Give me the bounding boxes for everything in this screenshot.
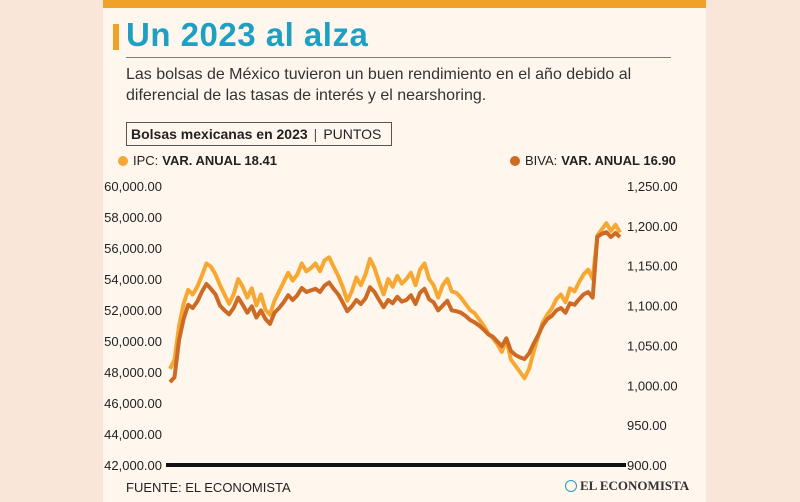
y-left-tick-label: 46,000.00 — [104, 396, 162, 411]
accent-top-bar — [103, 0, 706, 8]
series-line-ipc — [168, 221, 622, 381]
y-left-tick-label: 50,000.00 — [104, 334, 162, 349]
y-left-tick-label: 42,000.00 — [104, 458, 162, 473]
chart-label-name: Bolsas mexicanas en 2023 — [131, 126, 308, 142]
chart-label-unit: PUNTOS — [323, 126, 382, 142]
y-left-tick-label: 56,000.00 — [104, 241, 162, 256]
title-accent-bar — [113, 24, 119, 50]
el-economista-logo: EL ECONOMISTA — [565, 478, 689, 494]
infographic-card — [103, 0, 706, 502]
y-left-tick-label: 48,000.00 — [104, 365, 162, 380]
page-title: Un 2023 al alza — [126, 16, 369, 53]
subtitle: Las bolsas de México tuvieron un buen re… — [126, 66, 632, 104]
y-left-tick-label: 60,000.00 — [104, 179, 162, 194]
logo-text: EL ECONOMISTA — [580, 478, 690, 493]
legend-ipc-note: VAR. ANUAL 18.41 — [162, 153, 277, 168]
legend-biva: BIVA: VAR. ANUAL 16.90 — [510, 153, 676, 168]
legend-biva-name: BIVA: — [525, 153, 558, 168]
y-right-tick-label: 1,050.00 — [627, 338, 678, 353]
legend-biva-note: VAR. ANUAL 16.90 — [561, 153, 676, 168]
y-right-tick-label: 1,150.00 — [627, 259, 678, 274]
chart-label-separator: | — [313, 126, 318, 142]
title-rule — [126, 57, 671, 58]
y-right-tick-label: 1,200.00 — [627, 219, 678, 234]
y-right-tick-label: 900.00 — [627, 458, 667, 473]
legend-ipc-name: IPC: — [133, 153, 159, 168]
y-left-tick-label: 58,000.00 — [104, 210, 162, 225]
y-right-tick-label: 1,100.00 — [627, 299, 678, 314]
legend-ipc-dot-icon — [118, 155, 128, 166]
y-left-tick-label: 52,000.00 — [104, 303, 162, 318]
y-left-tick-label: 44,000.00 — [104, 427, 162, 442]
y-right-tick-label: 1,000.00 — [627, 378, 678, 393]
globe-icon — [565, 480, 577, 492]
y-left-tick-label: 54,000.00 — [104, 272, 162, 287]
series-line-biva — [168, 230, 622, 384]
legend-ipc: IPC: VAR. ANUAL 18.41 — [118, 153, 277, 168]
legend-biva-dot-icon — [510, 155, 520, 166]
chart-label: Bolsas mexicanas en 2023 | PUNTOS — [126, 122, 393, 146]
y-right-tick-label: 1,250.00 — [627, 179, 678, 194]
y-right-tick-label: 950.00 — [627, 418, 667, 433]
source-note: FUENTE: EL ECONOMISTA — [126, 480, 291, 495]
